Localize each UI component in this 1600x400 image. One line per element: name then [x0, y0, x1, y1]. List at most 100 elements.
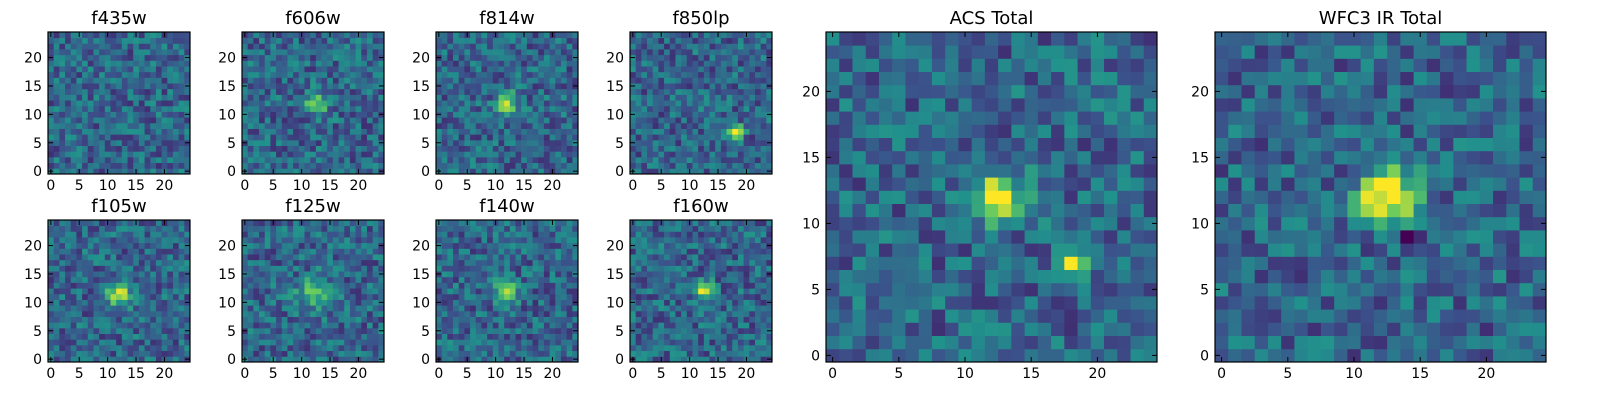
heatmap-cell [133, 310, 140, 317]
heatmap-cell [652, 32, 659, 39]
heatmap-cell [178, 111, 185, 118]
heatmap-cell [53, 276, 60, 283]
heatmap-cell [475, 259, 482, 266]
heatmap-cell [99, 151, 106, 158]
heatmap-cell [259, 32, 266, 39]
heatmap-cell [487, 333, 494, 340]
heatmap-cell [458, 344, 465, 352]
heatmap-cell [436, 77, 443, 84]
heatmap-cell [327, 100, 334, 107]
heatmap-cell [127, 168, 134, 175]
heatmap-cell [715, 134, 722, 141]
heatmap-cell [178, 220, 185, 227]
heatmap-cell [538, 134, 545, 141]
heatmap-cell [133, 145, 140, 152]
heatmap-cell [304, 350, 311, 357]
heatmap-cell [754, 122, 762, 129]
heatmap-cell [720, 339, 727, 346]
heatmap-cell [487, 259, 494, 266]
heatmap-cell [475, 117, 482, 124]
heatmap-cell [566, 231, 573, 238]
heatmap-cell [709, 322, 716, 329]
heatmap-cell [349, 254, 356, 261]
heatmap-cell [509, 156, 516, 164]
heatmap-cell [270, 282, 277, 289]
heatmap-cell [172, 139, 180, 146]
heatmap-cell [715, 344, 722, 352]
heatmap-cell [155, 344, 162, 352]
heatmap-cell [264, 276, 271, 283]
heatmap-cell [82, 305, 89, 312]
heatmap-cell [555, 156, 562, 164]
heatmap-cell [630, 316, 637, 323]
heatmap-cell [93, 356, 100, 363]
heatmap-cell [453, 54, 460, 61]
heatmap-cell [270, 276, 277, 283]
heatmap-cell [110, 77, 117, 84]
heatmap-cell [675, 333, 682, 340]
heatmap-cell [259, 162, 266, 169]
heatmap-cell [566, 344, 573, 352]
heatmap-cell [155, 151, 162, 158]
heatmap-cell [526, 271, 533, 278]
heatmap-cell [270, 299, 277, 306]
heatmap-cell [709, 128, 716, 135]
heatmap-cell [686, 122, 693, 129]
heatmap-cell [276, 248, 283, 255]
heatmap-cell [453, 71, 460, 78]
heatmap-cell [481, 333, 488, 340]
heatmap-cell [681, 139, 688, 146]
heatmap-cell [87, 231, 94, 238]
heatmap-cell [161, 54, 168, 61]
heatmap-cell [361, 77, 368, 84]
heatmap-cell [281, 293, 288, 300]
heatmap-cell [566, 94, 573, 101]
heatmap-cell [133, 333, 140, 340]
heatmap-cell [338, 162, 345, 169]
heatmap-cell [726, 94, 733, 101]
heatmap-cell [87, 122, 94, 129]
heatmap-cell [635, 54, 642, 61]
heatmap-cell [555, 54, 562, 61]
heatmap-cell [315, 225, 322, 232]
heatmap-cell [504, 60, 511, 67]
heatmap-cell [538, 54, 545, 61]
heatmap-cell [127, 305, 134, 312]
heatmap-cell [116, 220, 123, 227]
heatmap-cell [59, 322, 66, 329]
heatmap-cell [315, 134, 322, 141]
heatmap-cell [453, 162, 460, 169]
heatmap-cell [167, 43, 174, 50]
heatmap-cell [167, 350, 174, 357]
heatmap-cell [155, 288, 162, 295]
heatmap-cell [664, 151, 671, 158]
heatmap-cell [720, 299, 727, 306]
heatmap-cell [543, 265, 550, 272]
heatmap-cell [161, 71, 168, 78]
heatmap-cell [281, 350, 288, 357]
heatmap-cell [560, 88, 568, 95]
heatmap-cell [87, 265, 94, 272]
heatmap-cell [470, 316, 477, 323]
heatmap-cell [87, 271, 94, 278]
heatmap-cell [492, 77, 499, 84]
heatmap-cell [538, 43, 545, 50]
heatmap-cell [675, 156, 682, 164]
heatmap-cell [492, 237, 499, 244]
heatmap-cell [167, 316, 174, 323]
heatmap-cell [315, 259, 322, 266]
heatmap-cell [549, 54, 556, 61]
heatmap-cell [304, 151, 311, 158]
heatmap-cell [458, 310, 465, 317]
heatmap-cell [127, 83, 134, 90]
heatmap-cell [338, 237, 345, 244]
heatmap-cell [481, 111, 488, 118]
heatmap-cell [709, 168, 716, 175]
heatmap-cell [332, 299, 339, 306]
heatmap-cell [698, 122, 705, 129]
heatmap-cell [76, 265, 83, 272]
heatmap-cell [133, 299, 140, 306]
heatmap-cell [481, 66, 488, 73]
heatmap-cell [549, 71, 556, 78]
heatmap-cell [110, 299, 117, 306]
